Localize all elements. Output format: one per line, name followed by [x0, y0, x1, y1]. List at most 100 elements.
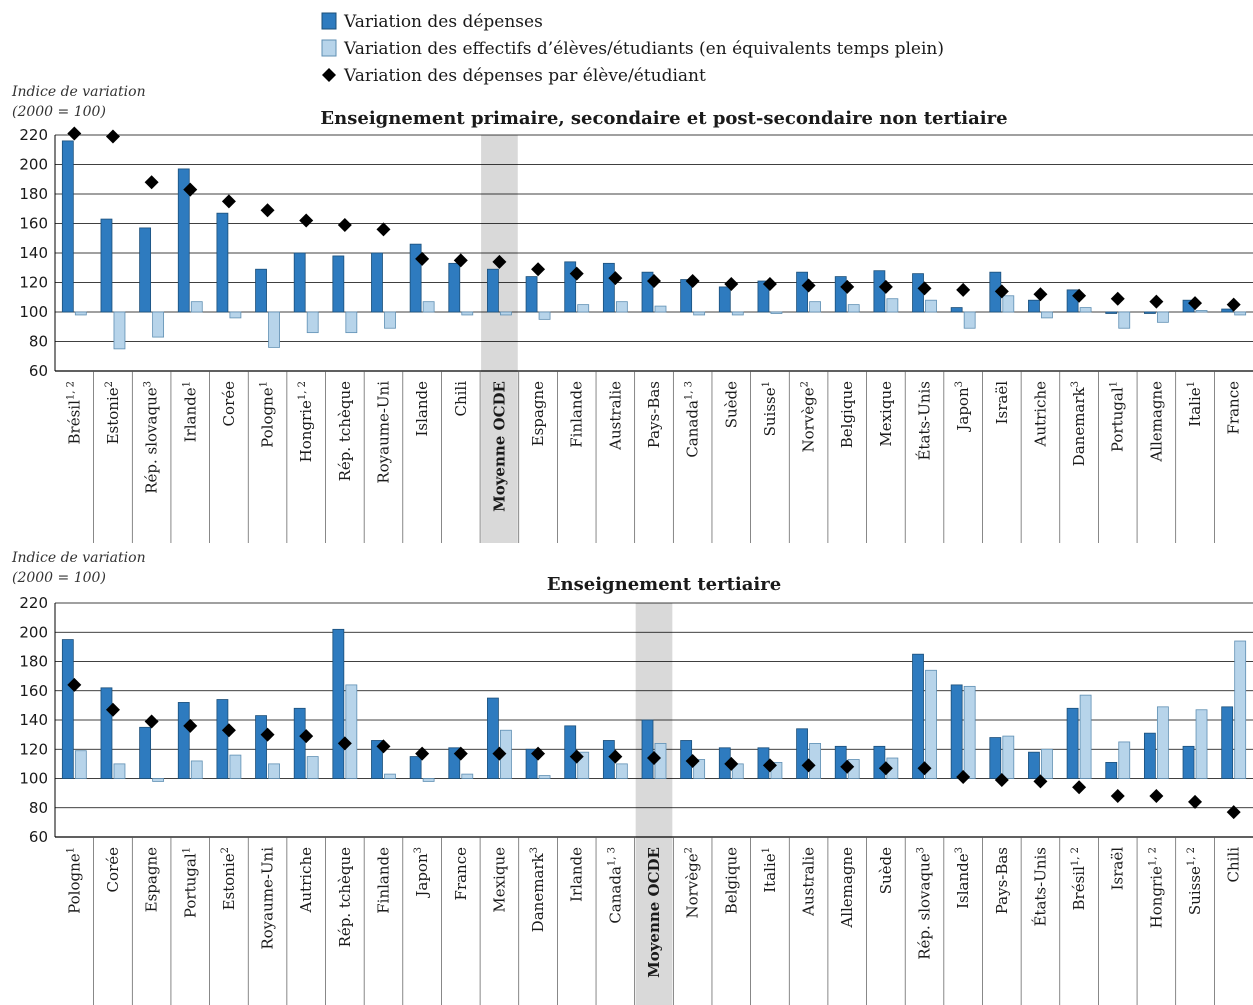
y-tick-label: 180 — [19, 653, 48, 671]
bar-expenditure — [332, 255, 345, 313]
point-per-student — [1110, 291, 1125, 306]
category-label-allemagne: Allemagne — [1147, 381, 1165, 463]
point-per-student — [531, 746, 546, 761]
category-name: Moyenne OCDE — [645, 847, 663, 978]
category-name: Norvège — [800, 387, 818, 452]
bar-expenditure — [525, 748, 538, 779]
category-footnote-marker: 3 — [143, 381, 154, 387]
bar-students — [306, 311, 319, 334]
bar-expenditure — [139, 227, 152, 313]
category-label-islande: Islande3 — [954, 847, 972, 909]
category-footnote-marker: 3 — [916, 847, 927, 853]
category-name: Irlande — [568, 847, 586, 902]
bar-expenditure — [409, 756, 422, 779]
category-label-danemark: Danemark3 — [1070, 381, 1088, 466]
point-per-student — [878, 761, 893, 776]
legend-label: Variation des effectifs d’élèves/étudian… — [343, 39, 944, 59]
point-per-student — [801, 758, 816, 773]
point-per-student — [840, 759, 855, 774]
bar-students — [1041, 311, 1053, 319]
category-name: Portugal — [181, 853, 199, 918]
category-name: Islande — [413, 381, 431, 437]
category-name: Autriche — [297, 847, 315, 914]
category-footnote-marker: 3 — [529, 847, 540, 853]
category-label-suisse: Suisse1 — [761, 381, 779, 436]
y-tick-label: 60 — [29, 828, 48, 846]
category-label-autriche: Autriche — [297, 847, 315, 914]
bar-students — [577, 304, 590, 313]
bar-expenditure — [61, 140, 74, 313]
y-tick-label: 60 — [29, 362, 48, 380]
category-label-etats-unis: États-Unis — [1031, 847, 1049, 927]
category-footnote-marker: 2 — [104, 381, 115, 387]
point-per-student — [183, 182, 198, 197]
point-per-student — [415, 251, 430, 266]
category-label-japon: Japon3 — [954, 381, 972, 433]
category-label-italie: Italie1 — [1186, 381, 1204, 427]
category-label-canada: Canada1, 3 — [606, 847, 624, 924]
legend-label: Variation des dépenses — [343, 12, 543, 32]
bar-expenditure — [1066, 707, 1079, 779]
category-name: Pologne — [65, 853, 83, 914]
bar-students — [1118, 741, 1131, 779]
y-axis-title-base: (2000 = 100) — [12, 570, 106, 586]
category-label-autriche: Autriche — [1031, 381, 1049, 448]
category-label-coree: Corée — [104, 847, 122, 893]
category-name: Finlande — [568, 381, 586, 448]
category-footnote-marker: 1, 2 — [1070, 847, 1081, 866]
bar-expenditure — [100, 218, 113, 313]
category-name: Danemark — [529, 852, 547, 932]
point-per-student — [956, 770, 971, 785]
bar-students — [74, 750, 87, 779]
category-label-canada: Canada1, 3 — [684, 381, 702, 458]
bar-students — [925, 299, 937, 313]
point-per-student — [1110, 789, 1125, 804]
bar-students — [384, 311, 396, 329]
category-label-finlande: Finlande — [374, 847, 392, 914]
point-per-student — [492, 254, 507, 269]
point-per-student — [1033, 287, 1048, 302]
bar-expenditure — [1028, 299, 1040, 313]
point-per-student — [376, 739, 391, 754]
y-tick-label: 80 — [29, 799, 48, 817]
category-label-pologne: Pologne1 — [65, 847, 83, 914]
bar-students — [963, 685, 976, 779]
point-per-student — [67, 677, 82, 692]
category-footnote-marker: 1 — [761, 847, 772, 853]
point-per-student — [724, 276, 739, 291]
bar-students — [693, 311, 706, 316]
average-highlight-band — [635, 603, 673, 1005]
point-per-student — [531, 262, 546, 277]
category-label-moyenne-ocde: Moyenne OCDE — [490, 381, 508, 512]
bar-students — [1079, 307, 1092, 313]
category-name: Chili — [452, 381, 470, 417]
y-tick-label: 80 — [29, 333, 48, 351]
category-label-mexique: Mexique — [490, 847, 508, 913]
y-tick-label: 160 — [19, 215, 48, 233]
category-label-rep-tcheque: Rép. tchèque — [336, 847, 354, 948]
bar-students — [1079, 694, 1092, 779]
point-per-student — [105, 129, 120, 144]
category-name: États-Unis — [1031, 847, 1049, 927]
category-name: Portugal — [1109, 387, 1127, 452]
bar-students — [190, 301, 203, 313]
y-tick-label: 120 — [19, 740, 48, 758]
bar-students — [113, 311, 126, 350]
bar-expenditure — [293, 707, 306, 779]
y-tick-label: 140 — [19, 711, 48, 729]
bar-students — [268, 311, 280, 348]
bar-students — [345, 684, 358, 779]
category-footnote-marker: 1, 3 — [606, 847, 617, 866]
point-per-student — [608, 749, 623, 764]
y-axis-title: Indice de variation — [11, 550, 146, 566]
bar-students — [886, 298, 899, 313]
bar-students — [384, 773, 396, 779]
category-name: Rép. slovaque — [143, 387, 161, 494]
category-footnote-marker: 1, 2 — [1186, 847, 1197, 866]
category-name: Israël — [1109, 847, 1127, 891]
category-name: Mexique — [877, 381, 895, 447]
bar-expenditure — [564, 261, 577, 313]
category-label-irlande: Irlande — [568, 847, 586, 902]
category-label-coree: Corée — [220, 381, 238, 427]
y-tick-label: 160 — [19, 682, 48, 700]
